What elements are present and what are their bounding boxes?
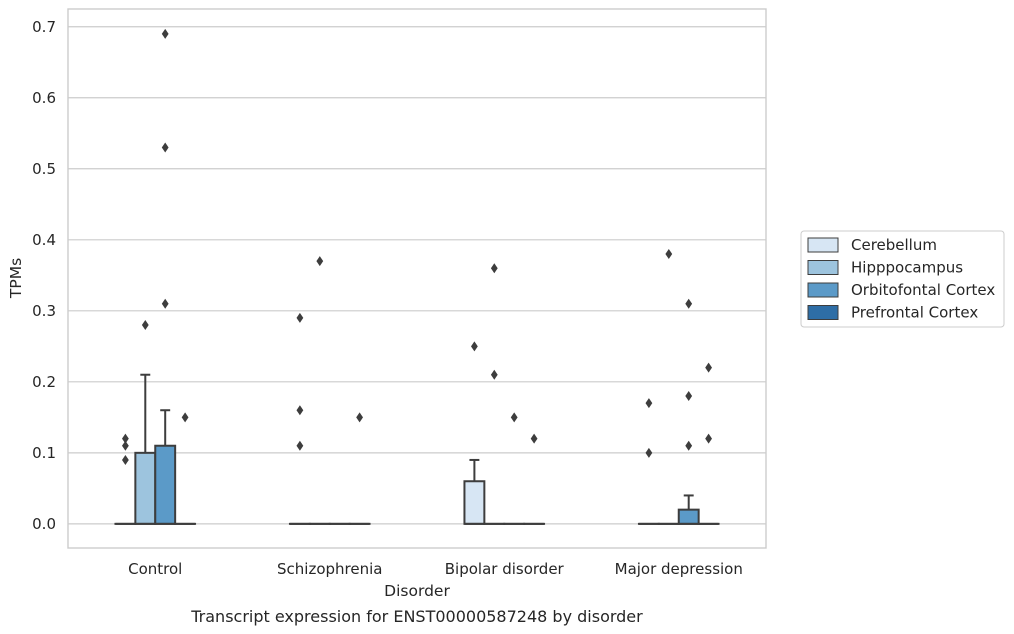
plot-area bbox=[67, 8, 767, 549]
outlier-point bbox=[685, 391, 693, 402]
legend-label: Prefrontal Cortex bbox=[851, 304, 978, 322]
x-axis-label: Disorder bbox=[384, 582, 450, 600]
box-group bbox=[348, 412, 371, 525]
x-tick-label: Major depression bbox=[615, 560, 743, 578]
box-marks bbox=[114, 28, 720, 525]
outlier-point bbox=[296, 440, 304, 451]
outlier-point bbox=[296, 405, 304, 416]
outlier-point bbox=[122, 440, 129, 451]
y-tick-label: 0.4 bbox=[32, 231, 56, 249]
outlier-point bbox=[685, 440, 693, 451]
outlier-point bbox=[181, 412, 189, 423]
y-tick-label: 0.2 bbox=[32, 373, 56, 391]
legend-swatch bbox=[807, 237, 839, 253]
legend-label: Orbitofontal Cortex bbox=[851, 281, 995, 299]
outlier-point bbox=[296, 312, 304, 323]
box-group bbox=[463, 341, 486, 525]
outlier-point bbox=[161, 298, 169, 309]
legend-swatch bbox=[807, 305, 839, 320]
box-group bbox=[523, 433, 546, 525]
x-tick-label: Schizophrenia bbox=[277, 560, 382, 578]
x-tick-label: Control bbox=[128, 560, 182, 578]
outlier-point bbox=[645, 398, 653, 409]
outlier-point bbox=[490, 369, 498, 380]
outlier-point bbox=[471, 341, 478, 352]
outlier-point bbox=[141, 320, 149, 331]
outlier-point bbox=[161, 142, 169, 153]
outlier-point bbox=[122, 433, 129, 444]
box-group bbox=[174, 412, 197, 525]
box-group bbox=[677, 298, 700, 525]
outlier-point bbox=[705, 362, 712, 373]
plot-background bbox=[68, 9, 766, 548]
box-body bbox=[463, 480, 486, 525]
y-tick-labels: 0.0 0.1 0.2 0.3 0.4 0.5 0.6 0.7 bbox=[32, 18, 56, 533]
y-tick-label: 0.1 bbox=[32, 444, 56, 462]
outlier-point bbox=[161, 28, 169, 39]
y-tick-label: 0.6 bbox=[32, 89, 56, 107]
box-body bbox=[154, 444, 177, 525]
chart-caption: Transcript expression for ENST0000058724… bbox=[190, 607, 643, 626]
box-body bbox=[134, 451, 157, 525]
legend-swatch bbox=[807, 260, 839, 275]
outlier-point bbox=[356, 412, 363, 423]
plot-frame bbox=[67, 8, 767, 549]
outlier-point bbox=[705, 433, 712, 444]
outlier-point bbox=[530, 433, 538, 444]
outlier-point bbox=[490, 263, 498, 274]
x-tick-label: Bipolar disorder bbox=[445, 560, 565, 578]
outlier-point bbox=[645, 447, 653, 458]
box-body bbox=[677, 508, 700, 525]
y-tick-label: 0.5 bbox=[32, 160, 56, 178]
box-group bbox=[697, 362, 720, 525]
y-tick-label: 0.3 bbox=[32, 302, 56, 320]
legend: Cerebellum Hipppocampus Orbitofontal Corte… bbox=[800, 230, 1005, 328]
legend-frame bbox=[800, 230, 1005, 328]
x-tick-labels: Control Schizophrenia Bipolar disorder Majo… bbox=[128, 560, 743, 578]
y-tick-label: 0.0 bbox=[32, 515, 56, 533]
y-axis-label: TPMs bbox=[7, 258, 25, 299]
outlier-point bbox=[665, 249, 673, 259]
outlier-point bbox=[316, 256, 324, 267]
legend-label: Cerebellum bbox=[851, 236, 937, 254]
box-group bbox=[154, 28, 177, 525]
outlier-point bbox=[685, 298, 693, 309]
legend-label: Hipppocampus bbox=[851, 259, 963, 277]
legend-items: Cerebellum Hipppocampus Orbitofontal Corte… bbox=[807, 236, 995, 322]
outlier-point bbox=[122, 454, 129, 465]
legend-swatch bbox=[807, 282, 839, 298]
y-tick-label: 0.7 bbox=[32, 18, 56, 36]
outlier-point bbox=[510, 412, 518, 423]
